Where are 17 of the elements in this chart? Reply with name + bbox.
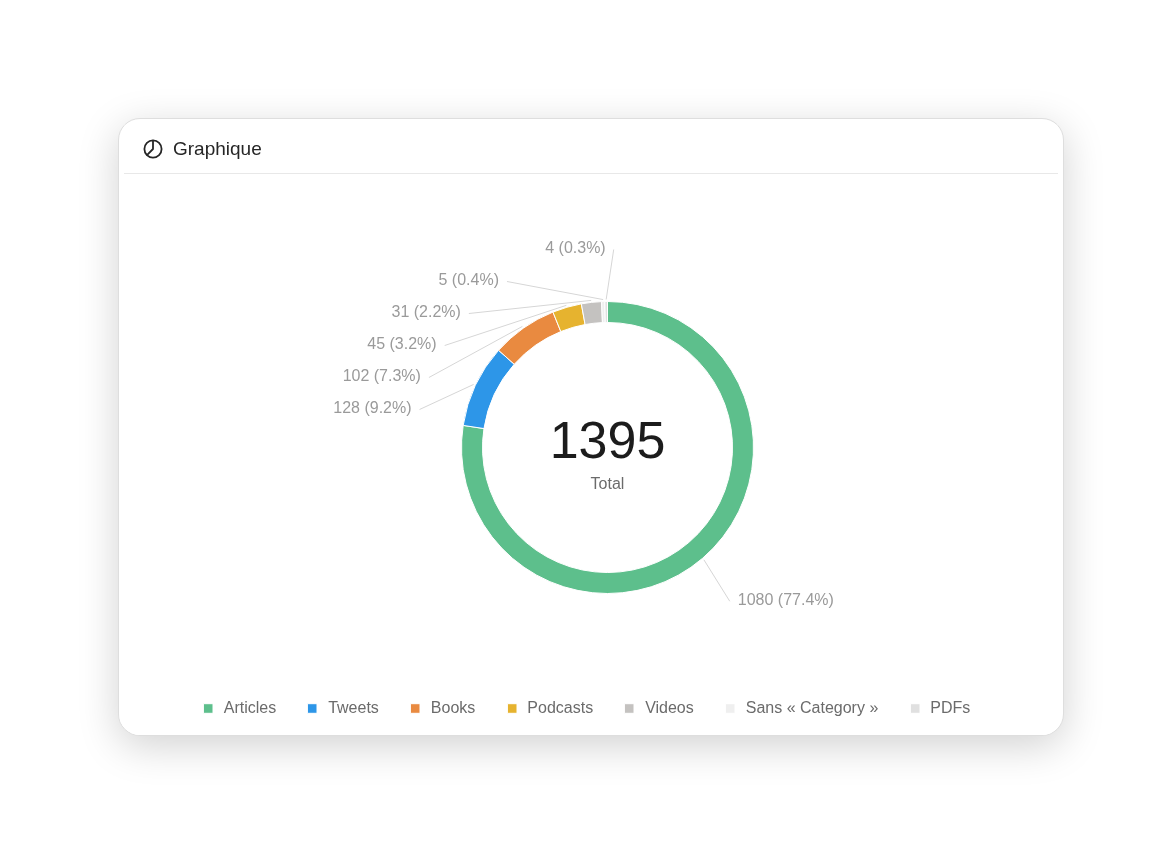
data-label: 45 (3.2%) bbox=[367, 335, 437, 353]
data-label: 31 (2.2%) bbox=[391, 303, 461, 321]
legend-label: Videos bbox=[645, 699, 694, 717]
data-label: 102 (7.3%) bbox=[342, 367, 421, 385]
chart-title: Graphique bbox=[173, 136, 262, 161]
text: Total bbox=[590, 475, 625, 492]
data-label: 5 (0.4%) bbox=[438, 271, 499, 289]
data-label: 4 (0.3%) bbox=[545, 239, 606, 257]
legend-label: Tweets bbox=[328, 699, 379, 717]
legend-label: Books bbox=[430, 699, 476, 717]
text: 1395 bbox=[549, 410, 666, 469]
legend-label: Articles bbox=[223, 699, 277, 717]
legend-label: Sans « Category » bbox=[745, 699, 879, 717]
data-label: 128 (9.2%) bbox=[333, 399, 412, 417]
legend-label: Podcasts bbox=[527, 699, 594, 717]
legend-label: PDFs bbox=[930, 699, 971, 717]
data-label: 1080 (77.4%) bbox=[737, 590, 834, 608]
